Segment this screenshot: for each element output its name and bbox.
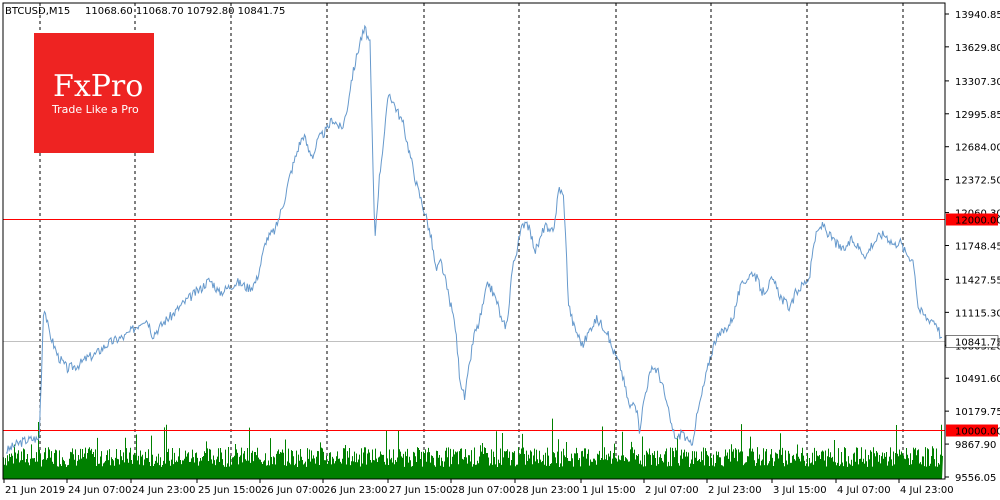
x-tick-label: 2 Jul 07:00 xyxy=(645,485,699,496)
header-symbol: BTCUSD,M15 xyxy=(5,6,70,17)
x-tick-label: 3 Jul 15:00 xyxy=(773,485,827,496)
header-ohlc: 11068.60 11068.70 10792.80 10841.75 xyxy=(85,6,285,17)
volume-bars xyxy=(3,418,943,479)
fxpro-logo: FxPro Trade Like a Pro xyxy=(34,33,154,153)
y-tick-label: 12995.85 xyxy=(955,110,1000,121)
x-tick-label: 21 Jun 2019 xyxy=(5,485,65,496)
horizontal-levels xyxy=(3,219,945,431)
logo-background xyxy=(34,33,154,153)
x-tick-label: 24 Jun 23:00 xyxy=(132,485,196,496)
level-label: 10000.00 xyxy=(955,427,1000,438)
x-tick-label: 25 Jun 15:00 xyxy=(198,485,262,496)
x-tick-label: 4 Jul 07:00 xyxy=(837,485,891,496)
x-tick-label: 2 Jul 23:00 xyxy=(708,485,762,496)
x-tick-label: 27 Jun 15:00 xyxy=(389,485,453,496)
logo-tagline: Trade Like a Pro xyxy=(51,103,139,116)
y-tick-label: 13629.80 xyxy=(955,43,1000,54)
logo-brand: FxPro xyxy=(53,69,143,104)
y-tick-label: 11115.30 xyxy=(955,308,1000,319)
x-tick-label: 26 Jun 23:00 xyxy=(324,485,388,496)
x-tick-label: 1 Jul 15:00 xyxy=(582,485,636,496)
level-label: 12000.00 xyxy=(955,216,1000,227)
price-series xyxy=(5,24,943,454)
current-price-label: 10841.75 xyxy=(955,338,1000,349)
plot-frame xyxy=(2,2,946,480)
y-tick-label: 10491.60 xyxy=(955,374,1000,385)
x-tick-label: 28 Jun 07:00 xyxy=(452,485,516,496)
y-tick-label: 13307.30 xyxy=(955,77,1000,88)
level-label-bg xyxy=(946,424,998,437)
level-label-bg xyxy=(946,213,998,226)
y-tick-label: 11748.45 xyxy=(955,242,1000,253)
y-tick-label: 9556.05 xyxy=(955,473,996,484)
price-line xyxy=(5,24,943,454)
volume-histogram xyxy=(3,418,943,479)
y-tick-label: 12684.00 xyxy=(955,143,1000,154)
current-price-label-bg xyxy=(945,335,999,348)
y-tick-label: 12372.50 xyxy=(955,176,1000,187)
x-tick-label: 28 Jun 23:00 xyxy=(516,485,580,496)
y-tick-label: 10179.75 xyxy=(955,407,1000,418)
x-axis: 21 Jun 2019 24 Jun 07:00 24 Jun 23:00 25 Ju… xyxy=(3,479,954,496)
x-tick-label: 24 Jun 07:00 xyxy=(68,485,132,496)
y-tick-label: 13940.85 xyxy=(955,10,1000,21)
y-tick-label: 9867.90 xyxy=(955,440,996,451)
x-tick-label: 4 Jul 23:00 xyxy=(900,485,954,496)
y-tick-label: 11427.55 xyxy=(955,275,1000,286)
x-tick-label: 26 Jun 07:00 xyxy=(261,485,325,496)
level-labels: 12000.00 10000.00 10841.75 xyxy=(945,213,1000,438)
